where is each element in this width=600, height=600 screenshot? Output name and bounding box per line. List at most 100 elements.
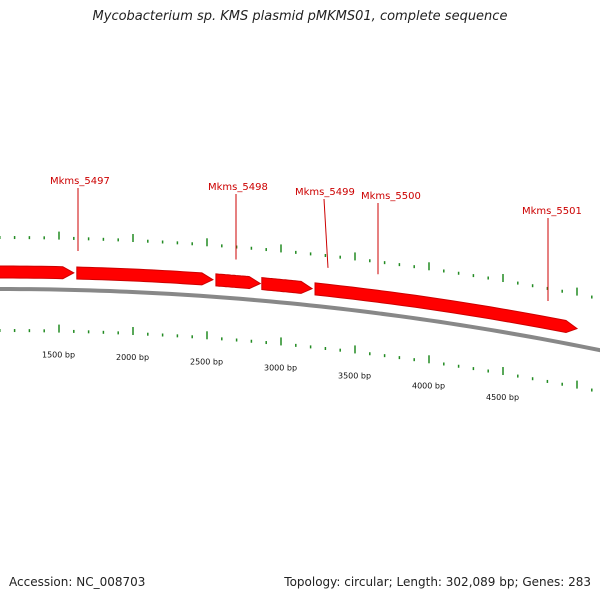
tick-mark (221, 337, 223, 341)
tick-mark (265, 248, 267, 252)
tick-mark (591, 295, 593, 299)
tick-mark (221, 244, 223, 248)
tick-mark (487, 369, 489, 373)
tick-mark (28, 329, 31, 333)
tick-mark (576, 287, 578, 296)
tick-mark (176, 241, 179, 245)
tick-mark (191, 335, 193, 339)
tick-mark (87, 237, 90, 241)
accession-text: Accession: NC_008703 (9, 575, 146, 589)
map-title: Mycobacterium sp. KMS plasmid pMKMS01, c… (92, 9, 508, 24)
scale-label: 3500 bp (338, 371, 371, 380)
tick-mark (73, 236, 75, 240)
tick-mark (28, 236, 31, 240)
tick-mark (546, 286, 549, 290)
tick-mark (43, 329, 45, 333)
tick-mark (147, 332, 149, 336)
gene-arrow[interactable] (76, 266, 214, 286)
tick-mark (280, 337, 282, 346)
tick-mark (398, 263, 401, 267)
tick-mark (457, 364, 460, 368)
tick-mark (235, 245, 238, 249)
tick-mark (324, 347, 327, 351)
gene-label: Mkms_5498 (208, 182, 268, 193)
tick-mark (428, 355, 430, 364)
tick-mark (531, 284, 534, 288)
tick-mark (0, 236, 1, 239)
gene-arrow[interactable] (0, 265, 75, 280)
tick-mark (87, 330, 90, 334)
backbone-line (0, 286, 600, 353)
tick-mark (206, 238, 208, 247)
gene-arrow[interactable] (314, 282, 579, 334)
tick-mark (161, 240, 164, 244)
scale-label: 4500 bp (486, 393, 519, 402)
tick-mark (73, 329, 75, 333)
tick-mark (250, 246, 253, 250)
gene-label: Mkms_5501 (522, 206, 582, 217)
gene-arrow[interactable] (215, 273, 262, 290)
gene-label: Mkms_5499 (295, 187, 355, 198)
tick-mark (472, 367, 475, 371)
gene-leader-line (323, 198, 329, 268)
tick-mark (413, 265, 415, 269)
tick-mark (546, 379, 549, 383)
tick-mark (117, 238, 119, 242)
tick-mark (443, 362, 445, 366)
tick-mark (531, 377, 534, 381)
tick-mark (147, 239, 149, 243)
gene-label: Mkms_5497 (50, 176, 110, 187)
tick-mark (250, 339, 253, 343)
tick-mark (295, 343, 297, 347)
tick-mark (161, 333, 164, 337)
scale-label: 2000 bp (116, 353, 149, 362)
tick-mark (206, 331, 208, 340)
tick-mark (295, 250, 297, 254)
scale-label: 4000 bp (412, 381, 445, 390)
tick-mark (591, 388, 593, 392)
outer-tick-ring (0, 231, 593, 299)
tick-mark (576, 380, 578, 389)
tick-mark (102, 237, 105, 241)
tick-mark (517, 374, 519, 378)
tick-mark (354, 345, 356, 354)
tick-mark (369, 352, 371, 356)
tick-mark (354, 252, 356, 261)
tick-mark (502, 274, 504, 283)
tick-mark (502, 367, 504, 376)
tick-mark (13, 329, 16, 333)
tick-mark (398, 356, 401, 360)
tick-mark (517, 281, 519, 285)
tick-mark (13, 236, 16, 240)
scale-label: 3000 bp (264, 363, 297, 372)
tick-mark (428, 262, 430, 271)
tick-mark (487, 276, 489, 280)
tick-mark (472, 274, 475, 278)
tick-mark (369, 259, 371, 263)
scale-label: 2500 bp (190, 357, 223, 366)
gene-label: Mkms_5500 (361, 191, 421, 202)
tick-mark (443, 269, 445, 273)
tick-mark (561, 382, 563, 386)
tick-mark (324, 254, 327, 258)
tick-mark (0, 329, 1, 332)
tick-mark (383, 354, 386, 358)
topology-summary: Topology: circular; Length: 302,089 bp; … (284, 575, 591, 589)
tick-mark (176, 334, 179, 338)
gene-labels: Mkms_5497 Mkms_5498 Mkms_5499 Mkms_5500 Mkms… (50, 176, 582, 302)
tick-mark (280, 244, 282, 253)
inner-tick-ring (0, 324, 593, 392)
tick-mark (383, 261, 386, 265)
tick-mark (132, 234, 134, 243)
tick-mark (117, 331, 119, 335)
tick-mark (58, 324, 60, 333)
tick-mark (339, 348, 341, 352)
tick-mark (235, 338, 238, 342)
scale-labels: 1500 bp 2000 bp 2500 bp 3000 bp 3500 bp 4000 … (42, 351, 519, 402)
tick-mark (132, 327, 134, 336)
gene-arrow[interactable] (261, 277, 314, 294)
tick-mark (102, 330, 105, 334)
tick-mark (339, 255, 341, 259)
tick-mark (309, 345, 312, 349)
gene-track (0, 265, 579, 334)
